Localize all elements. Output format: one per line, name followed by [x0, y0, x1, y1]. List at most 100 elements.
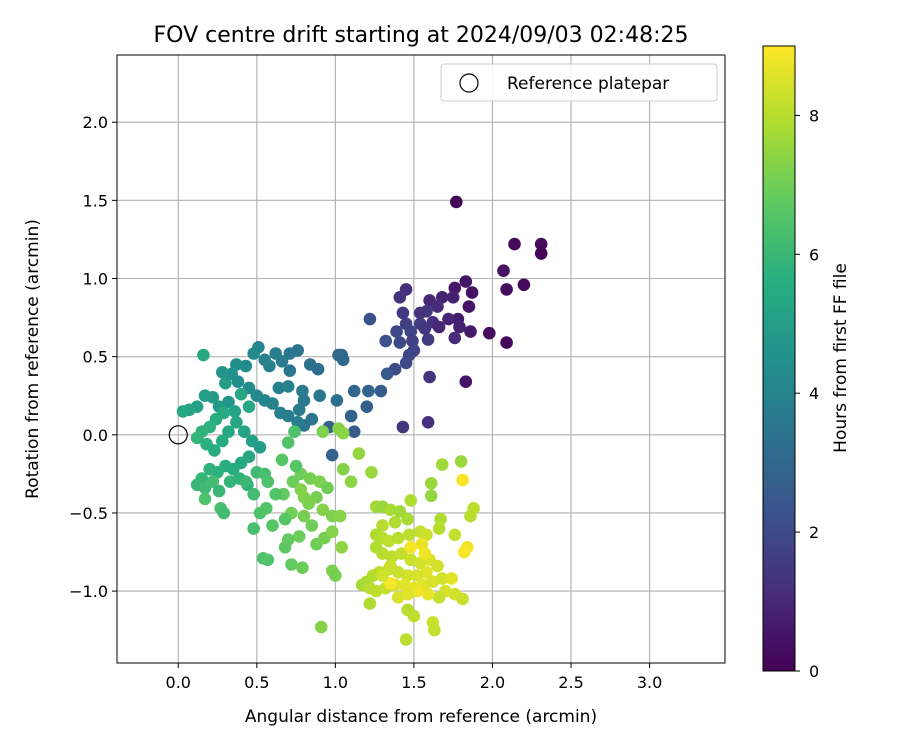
data-point [316, 425, 330, 439]
data-point [362, 384, 375, 398]
data-point [206, 475, 220, 489]
data-point [219, 376, 232, 390]
data-point [286, 475, 300, 489]
data-point [500, 283, 513, 296]
data-point [313, 389, 327, 403]
data-point [261, 475, 275, 489]
data-point [393, 505, 407, 518]
colorbar: 0 2 4 6 8 Hours from first FF file [762, 45, 851, 681]
data-point [305, 519, 319, 532]
data-point [534, 237, 548, 251]
data-point [448, 331, 462, 345]
data-point [238, 425, 251, 439]
data-point [464, 325, 477, 338]
x-tick-label: 0.0 [166, 673, 191, 692]
data-point [314, 620, 328, 634]
data-point [456, 473, 469, 487]
data-point [442, 312, 455, 326]
data-point [421, 587, 435, 601]
data-point [483, 326, 496, 340]
data-point [410, 569, 424, 582]
x-axis-ticks: 0.0 0.5 1.0 1.5 2.0 2.5 3.0 [166, 663, 662, 692]
data-point [266, 519, 279, 532]
x-tick-label: 1.0 [323, 673, 348, 692]
data-point [396, 420, 410, 434]
data-point [212, 484, 226, 498]
data-point [329, 569, 342, 582]
data-point [198, 492, 212, 506]
data-point [401, 512, 414, 526]
data-point [297, 394, 311, 407]
data-point [456, 592, 469, 606]
y-axis-label: Rotation from reference (arcmin) [23, 219, 43, 499]
y-tick-label: −1.0 [69, 582, 108, 601]
data-point [376, 569, 389, 582]
data-point [435, 291, 449, 304]
data-point [325, 448, 339, 462]
data-point [384, 503, 397, 517]
data-point [228, 405, 242, 418]
data-point [454, 455, 468, 468]
data-point [404, 325, 418, 338]
data-point [420, 528, 433, 542]
data-point [363, 597, 377, 610]
data-points [176, 195, 548, 646]
data-point [330, 394, 344, 407]
legend-reference-marker [459, 73, 479, 93]
data-point [285, 558, 298, 571]
data-point [379, 334, 393, 348]
y-tick-label: −0.5 [69, 504, 108, 523]
data-point [418, 322, 432, 335]
data-point [534, 247, 548, 260]
data-point [247, 347, 260, 360]
data-point [380, 367, 394, 381]
x-tick-label: 2.5 [558, 673, 583, 692]
data-point [281, 436, 295, 449]
data-point [434, 512, 447, 526]
data-point [448, 281, 462, 295]
data-point [283, 364, 297, 378]
data-point [258, 353, 272, 367]
data-point [239, 475, 253, 489]
data-point [253, 441, 267, 454]
data-point [432, 320, 446, 334]
y-tick-label: 1.5 [83, 191, 108, 210]
data-point [453, 320, 466, 334]
data-point [325, 525, 339, 538]
data-point [497, 264, 510, 278]
data-point [198, 389, 212, 403]
data-point [260, 502, 273, 515]
data-point [365, 466, 378, 479]
data-point [217, 506, 231, 520]
data-point [292, 403, 306, 417]
data-point [404, 494, 418, 507]
data-point [385, 550, 399, 563]
x-tick-label: 0.5 [244, 673, 269, 692]
data-point [396, 306, 410, 320]
data-point [344, 409, 358, 423]
colorbar-tick-label: 2 [809, 523, 819, 542]
data-point [360, 400, 374, 414]
colorbar-ticks: 0 2 4 6 8 [795, 106, 819, 681]
y-tick-label: 0.0 [83, 426, 108, 445]
data-point [410, 584, 424, 598]
data-point [428, 623, 441, 637]
data-point [384, 559, 397, 573]
data-point [369, 584, 383, 598]
grid-lines [117, 55, 725, 663]
data-point [402, 528, 416, 542]
data-point [292, 530, 306, 543]
data-point [222, 425, 235, 439]
data-point [239, 359, 253, 373]
y-tick-label: 1.0 [83, 270, 108, 289]
data-point [446, 291, 460, 304]
data-point [457, 545, 471, 559]
data-point [388, 516, 402, 529]
data-point [435, 458, 449, 471]
data-point [302, 497, 316, 510]
data-point [296, 561, 309, 574]
data-point [448, 528, 462, 542]
chart-title: FOV centre drift starting at 2024/09/03 … [154, 23, 689, 48]
data-point [336, 426, 350, 440]
data-point [303, 358, 317, 371]
